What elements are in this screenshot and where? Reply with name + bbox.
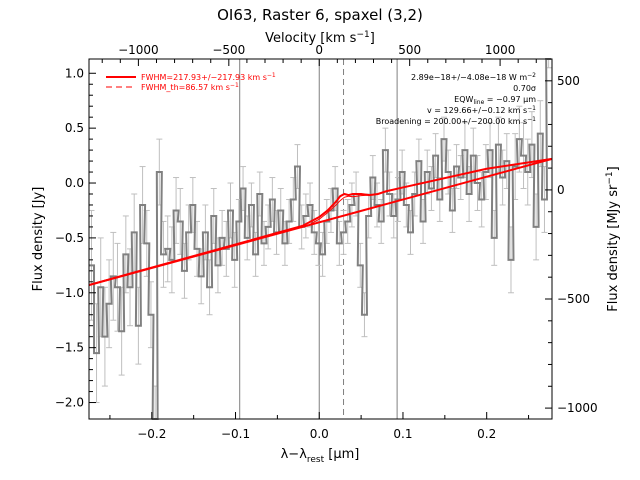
chart-title: OI63, Raster 6, spaxel (3,2)	[217, 6, 423, 24]
right-tick-label: 0	[557, 183, 565, 197]
x-tick-label: 0.0	[310, 427, 329, 441]
y-tick-label: 0.0	[65, 176, 84, 190]
top-tick-label: 1000	[485, 43, 516, 57]
right-tick-label: 500	[557, 74, 580, 88]
annotation-velocity: v = 129.66+/−0.12 km s−1	[427, 105, 536, 115]
y-tick-label: −2.0	[55, 396, 84, 410]
legend-item-fwhm-th: FWHM_th=86.57 km s−1	[141, 82, 239, 92]
y-tick-label: −0.5	[55, 231, 84, 245]
y-axis-label-right: Flux density [MJy sr−1]	[605, 166, 621, 311]
axis-ticks: −0.2 −0.1 0.0 0.1 0.2 −2.0 −1.5 −1.0 −0.5 0.0 0.5 1…	[55, 43, 598, 441]
y-axis-label-left: Flux density [Jy]	[31, 187, 46, 292]
top-tick-label: −500	[212, 43, 245, 57]
right-tick-label: −1000	[557, 401, 598, 415]
x-tick-label: −0.2	[137, 427, 166, 441]
top-axis-label: Velocity [km s−1]	[265, 30, 375, 46]
spectrum-line	[89, 58, 552, 420]
top-tick-label: −1000	[118, 43, 159, 57]
top-tick-label: 0	[315, 43, 323, 57]
y-tick-label: −1.5	[55, 341, 84, 355]
x-tick-label: −0.1	[221, 427, 250, 441]
x-tick-label: 0.1	[393, 427, 412, 441]
plot-frame	[88, 58, 553, 420]
fit-annotations: 2.89e−18+/−4.08e−18 W m−2 0.70σ EQWline …	[376, 72, 536, 126]
annotation-broadening: Broadening = 200.00+/−200.00 km s−1	[376, 116, 536, 126]
y-tick-label: 0.5	[65, 121, 84, 135]
legend-item-fwhm: FWHM=217.93+/−217.93 km s−1	[141, 72, 276, 82]
annotation-eqw: EQWline = −0.97 μm	[454, 95, 536, 106]
legend: FWHM=217.93+/−217.93 km s−1 FWHM_th=86.5…	[106, 72, 276, 92]
annotation-significance: 0.70σ	[513, 84, 536, 93]
annotation-line-flux: 2.89e−18+/−4.08e−18 W m−2	[411, 72, 536, 82]
fit-line	[88, 157, 553, 287]
top-tick-label: 500	[398, 43, 421, 57]
x-tick-label: 0.2	[477, 427, 496, 441]
y-tick-label: 1.0	[65, 66, 84, 80]
x-axis-label: λ−λrest [μm]	[281, 447, 360, 465]
y-tick-label: −1.0	[55, 286, 84, 300]
right-tick-label: −500	[557, 292, 590, 306]
